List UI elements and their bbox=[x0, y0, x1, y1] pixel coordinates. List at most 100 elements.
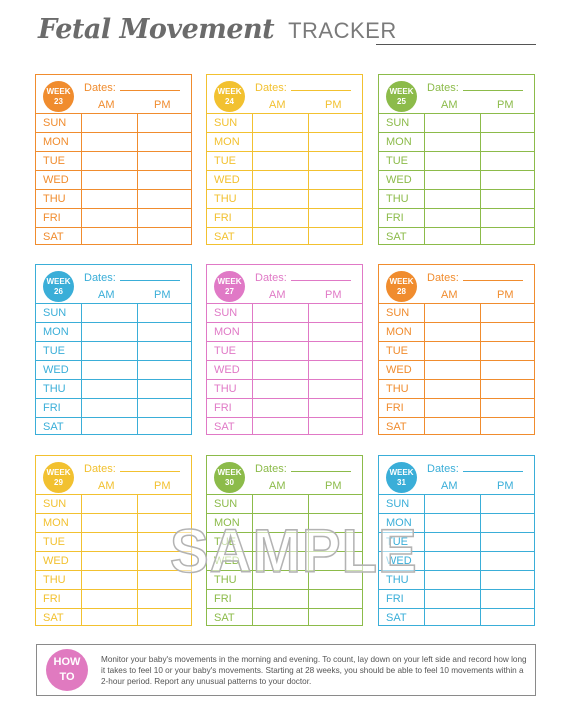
week-badge-number: 31 bbox=[397, 478, 406, 487]
day-row[interactable]: SAT bbox=[36, 227, 191, 246]
day-row[interactable]: SAT bbox=[379, 417, 534, 436]
day-row[interactable]: TUE bbox=[36, 341, 191, 360]
day-row[interactable]: SAT bbox=[207, 417, 362, 436]
day-row[interactable]: WED bbox=[379, 170, 534, 189]
dates-field[interactable]: Dates: bbox=[427, 81, 523, 94]
day-row[interactable]: MON bbox=[36, 322, 191, 341]
day-row[interactable]: FRI bbox=[379, 208, 534, 227]
day-row[interactable]: WED bbox=[36, 551, 191, 570]
dates-blank[interactable] bbox=[119, 271, 180, 281]
day-row[interactable]: SUN bbox=[207, 494, 362, 513]
day-row[interactable]: MON bbox=[379, 513, 534, 532]
day-row[interactable]: SAT bbox=[207, 608, 362, 627]
day-row[interactable]: TUE bbox=[379, 532, 534, 551]
week-badge-label: WEEK bbox=[46, 87, 71, 96]
day-row[interactable]: THU bbox=[36, 379, 191, 398]
day-row[interactable]: SAT bbox=[36, 417, 191, 436]
day-row[interactable]: SAT bbox=[36, 608, 191, 627]
day-row[interactable]: SUN bbox=[36, 113, 191, 132]
day-row[interactable]: THU bbox=[379, 570, 534, 589]
day-label: SUN bbox=[43, 498, 67, 510]
day-row[interactable]: WED bbox=[36, 170, 191, 189]
day-row[interactable]: THU bbox=[36, 189, 191, 208]
day-row[interactable]: TUE bbox=[36, 151, 191, 170]
day-label: TUE bbox=[214, 345, 236, 357]
day-row[interactable]: MON bbox=[36, 513, 191, 532]
day-row[interactable]: SUN bbox=[36, 303, 191, 322]
day-row[interactable]: FRI bbox=[36, 398, 191, 417]
pm-column-divider bbox=[480, 113, 481, 244]
day-row[interactable]: THU bbox=[207, 570, 362, 589]
day-row[interactable]: MON bbox=[207, 513, 362, 532]
day-row[interactable]: WED bbox=[207, 551, 362, 570]
dates-blank[interactable] bbox=[290, 81, 351, 91]
day-row[interactable]: TUE bbox=[379, 151, 534, 170]
week-badge-number: 27 bbox=[225, 287, 234, 296]
day-row[interactable]: SUN bbox=[36, 494, 191, 513]
day-row[interactable]: TUE bbox=[207, 151, 362, 170]
dates-blank[interactable] bbox=[462, 81, 523, 91]
day-label: TUE bbox=[214, 536, 236, 548]
day-row[interactable]: WED bbox=[379, 360, 534, 379]
day-row[interactable]: SUN bbox=[379, 494, 534, 513]
day-row[interactable]: SUN bbox=[379, 113, 534, 132]
dates-field[interactable]: Dates: bbox=[427, 271, 523, 284]
day-row[interactable]: FRI bbox=[36, 589, 191, 608]
dates-label: Dates: bbox=[255, 272, 287, 284]
day-row[interactable]: WED bbox=[379, 551, 534, 570]
pm-column-divider bbox=[308, 303, 309, 434]
dates-field[interactable]: Dates: bbox=[84, 462, 180, 475]
dates-field[interactable]: Dates: bbox=[255, 462, 351, 475]
day-row[interactable]: MON bbox=[379, 322, 534, 341]
dates-blank[interactable] bbox=[462, 271, 523, 281]
day-row[interactable]: WED bbox=[36, 360, 191, 379]
day-row[interactable]: MON bbox=[207, 322, 362, 341]
dates-blank[interactable] bbox=[462, 462, 523, 472]
day-row[interactable]: SUN bbox=[379, 303, 534, 322]
dates-field[interactable]: Dates: bbox=[255, 81, 351, 94]
day-row[interactable]: SUN bbox=[207, 113, 362, 132]
day-row[interactable]: WED bbox=[207, 170, 362, 189]
day-row[interactable]: MON bbox=[36, 132, 191, 151]
dates-label: Dates: bbox=[84, 272, 116, 284]
day-row[interactable]: MON bbox=[207, 132, 362, 151]
day-row[interactable]: SAT bbox=[207, 227, 362, 246]
week-badge-number: 29 bbox=[54, 478, 63, 487]
day-row[interactable]: TUE bbox=[207, 341, 362, 360]
week-badge-label: WEEK bbox=[389, 277, 414, 286]
day-row[interactable]: TUE bbox=[36, 532, 191, 551]
dates-blank[interactable] bbox=[290, 271, 351, 281]
name-line[interactable] bbox=[376, 44, 536, 45]
am-header: AM bbox=[441, 480, 458, 492]
dates-field[interactable]: Dates: bbox=[84, 271, 180, 284]
day-row[interactable]: FRI bbox=[207, 398, 362, 417]
day-row[interactable]: SAT bbox=[379, 227, 534, 246]
week-card: WEEK 31 Dates: AM PM SUN MON TUE WED THU FRI SAT bbox=[378, 455, 535, 626]
day-row[interactable]: FRI bbox=[36, 208, 191, 227]
day-row[interactable]: TUE bbox=[207, 532, 362, 551]
day-grid: SUN MON TUE WED THU FRI SAT bbox=[207, 494, 362, 625]
day-row[interactable]: FRI bbox=[207, 208, 362, 227]
dates-label: Dates: bbox=[84, 82, 116, 94]
pm-column-divider bbox=[480, 494, 481, 625]
day-row[interactable]: TUE bbox=[379, 341, 534, 360]
day-row[interactable]: THU bbox=[207, 379, 362, 398]
dates-field[interactable]: Dates: bbox=[427, 462, 523, 475]
day-row[interactable]: SAT bbox=[379, 608, 534, 627]
day-row[interactable]: FRI bbox=[379, 589, 534, 608]
day-row[interactable]: FRI bbox=[379, 398, 534, 417]
day-row[interactable]: MON bbox=[379, 132, 534, 151]
dates-field[interactable]: Dates: bbox=[255, 271, 351, 284]
day-row[interactable]: THU bbox=[379, 189, 534, 208]
week-card: WEEK 27 Dates: AM PM SUN MON TUE WED THU FRI SAT bbox=[206, 264, 363, 435]
day-row[interactable]: THU bbox=[36, 570, 191, 589]
day-row[interactable]: THU bbox=[207, 189, 362, 208]
dates-blank[interactable] bbox=[290, 462, 351, 472]
dates-blank[interactable] bbox=[119, 81, 180, 91]
day-row[interactable]: FRI bbox=[207, 589, 362, 608]
day-row[interactable]: WED bbox=[207, 360, 362, 379]
day-row[interactable]: THU bbox=[379, 379, 534, 398]
dates-blank[interactable] bbox=[119, 462, 180, 472]
dates-field[interactable]: Dates: bbox=[84, 81, 180, 94]
day-row[interactable]: SUN bbox=[207, 303, 362, 322]
